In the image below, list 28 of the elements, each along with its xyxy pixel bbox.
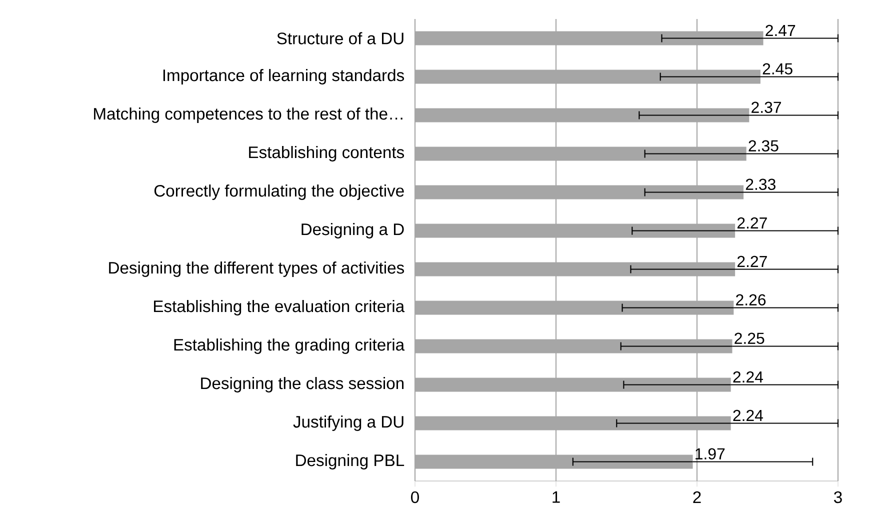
- y-tick-label: Establishing the evaluation criteria: [154, 300, 405, 316]
- data-label: 2.24: [733, 410, 763, 421]
- data-label: 1.97: [696, 448, 725, 460]
- x-tick-label: 0: [411, 491, 419, 504]
- y-tick-label: Structure of a DU: [277, 32, 404, 44]
- y-tick-label: Importance of learning standards: [163, 68, 404, 84]
- y-tick-label: Designing PBL: [296, 454, 404, 470]
- y-tick-label: Designing the class session: [201, 377, 404, 392]
- x-tick-label: 3: [834, 491, 842, 504]
- x-tick-label: 2: [693, 491, 701, 503]
- y-tick-label: Justifying a DU: [293, 416, 404, 431]
- data-label: 2.47: [766, 24, 796, 36]
- y-tick-label: Designing the different types of activities: [109, 262, 404, 277]
- y-tick-label: Designing a D: [302, 223, 404, 238]
- data-label: 2.27: [737, 217, 767, 228]
- data-label: 2.26: [736, 294, 766, 306]
- data-label: 2.37: [752, 102, 781, 113]
- y-tick-label: Establishing the grading criteria: [174, 338, 405, 354]
- y-tick-label: Correctly formulating the objective: [154, 184, 404, 200]
- data-label: 2.24: [733, 371, 763, 382]
- x-tick-label: 1: [552, 491, 560, 503]
- data-label: 2.35: [748, 140, 778, 152]
- data-label: 2.25: [734, 332, 764, 344]
- data-label: 2.33: [746, 178, 776, 190]
- data-label: 2.27: [737, 256, 767, 267]
- y-tick-label: Matching competences to the rest of the…: [94, 107, 402, 123]
- y-tick-label: Establishing contents: [249, 146, 404, 162]
- data-label: 2.45: [762, 63, 792, 74]
